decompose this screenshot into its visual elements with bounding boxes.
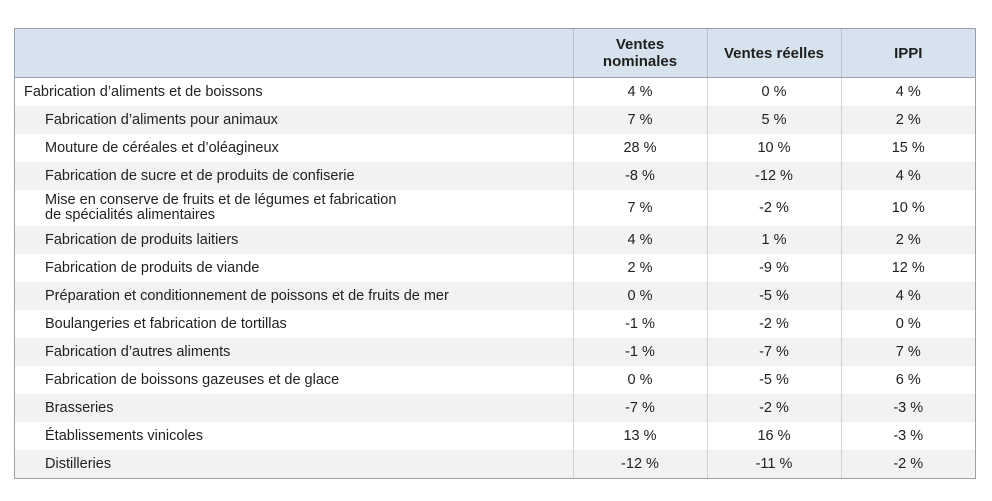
sales-table: Ventes nominales Ventes réelles IPPI Fab… (15, 29, 975, 478)
nominal-sales-cell: 4 % (572, 77, 707, 106)
real-sales-cell: -5 % (706, 366, 841, 394)
table-row: Distilleries -12 % -11 % -2 % (15, 450, 975, 478)
ippi-cell: 4 % (840, 282, 975, 310)
real-sales-cell: 5 % (706, 106, 841, 134)
data-table-container: Ventes nominales Ventes réelles IPPI Fab… (14, 28, 976, 479)
row-label: Préparation et conditionnement de poisso… (15, 282, 573, 310)
ippi-cell: 0 % (840, 310, 975, 338)
real-sales-cell: -11 % (706, 450, 841, 478)
nominal-sales-cell: 7 % (572, 190, 707, 226)
table-row: Fabrication de boissons gazeuses et de g… (15, 366, 975, 394)
table-row: Fabrication de produits de viande 2 % -9… (15, 254, 975, 282)
table-row: Fabrication d’aliments pour animaux 7 % … (15, 106, 975, 134)
row-label-line-2: de spécialités alimentaires (45, 207, 216, 223)
nominal-sales-cell: 0 % (572, 282, 707, 310)
row-label: Fabrication de produits laitiers (15, 226, 573, 254)
table-row: Mouture de céréales et d’oléagineux 28 %… (15, 134, 975, 162)
table-header: Ventes nominales Ventes réelles IPPI (15, 29, 975, 78)
nominal-sales-cell: 7 % (572, 106, 707, 134)
row-label: Mouture de céréales et d’oléagineux (15, 134, 573, 162)
ippi-cell: 10 % (840, 190, 975, 226)
real-sales-cell: -7 % (706, 338, 841, 366)
real-sales-cell: -2 % (706, 310, 841, 338)
real-sales-cell: -9 % (706, 254, 841, 282)
ippi-cell: 2 % (840, 106, 975, 134)
nominal-sales-cell: -12 % (572, 450, 707, 478)
real-sales-cell: -12 % (706, 162, 841, 190)
row-label: Fabrication d’autres aliments (15, 338, 573, 366)
header-real-sales: Ventes réelles (706, 29, 841, 78)
ippi-cell: 7 % (840, 338, 975, 366)
row-label: Fabrication de sucre et de produits de c… (15, 162, 573, 190)
header-ippi: IPPI (840, 29, 975, 78)
table-row: Fabrication de sucre et de produits de c… (15, 162, 975, 190)
nominal-sales-cell: 0 % (572, 366, 707, 394)
table-row: Boulangeries et fabrication de tortillas… (15, 310, 975, 338)
row-label: Distilleries (15, 450, 573, 478)
row-label: Brasseries (15, 394, 573, 422)
table-row: Fabrication d’aliments et de boissons 4 … (15, 77, 975, 106)
nominal-sales-cell: 2 % (572, 254, 707, 282)
table-body: Fabrication d’aliments et de boissons 4 … (15, 77, 975, 478)
nominal-sales-cell: -8 % (572, 162, 707, 190)
ippi-cell: -3 % (840, 422, 975, 450)
real-sales-cell: 0 % (706, 77, 841, 106)
nominal-sales-cell: 4 % (572, 226, 707, 254)
ippi-cell: 4 % (840, 77, 975, 106)
ippi-cell: -2 % (840, 450, 975, 478)
nominal-sales-cell: 13 % (572, 422, 707, 450)
ippi-cell: 12 % (840, 254, 975, 282)
real-sales-cell: -2 % (706, 394, 841, 422)
nominal-sales-cell: -1 % (572, 338, 707, 366)
row-label-line-1: Mise en conserve de fruits et de légumes… (45, 192, 397, 208)
table-row: Mise en conserve de fruits et de légumes… (15, 190, 975, 226)
row-label: Établissements vinicoles (15, 422, 573, 450)
row-label: Fabrication de produits de viande (15, 254, 573, 282)
table-row: Établissements vinicoles 13 % 16 % -3 % (15, 422, 975, 450)
real-sales-cell: -5 % (706, 282, 841, 310)
header-label-column (15, 29, 573, 78)
row-label: Fabrication d’aliments pour animaux (15, 106, 573, 134)
nominal-sales-cell: -7 % (572, 394, 707, 422)
table-row: Fabrication de produits laitiers 4 % 1 %… (15, 226, 975, 254)
row-label: Mise en conserve de fruits et de légumes… (15, 190, 573, 226)
ippi-cell: 4 % (840, 162, 975, 190)
nominal-sales-cell: -1 % (572, 310, 707, 338)
real-sales-cell: 1 % (706, 226, 841, 254)
ippi-cell: 2 % (840, 226, 975, 254)
table-row: Préparation et conditionnement de poisso… (15, 282, 975, 310)
table-row: Fabrication d’autres aliments -1 % -7 % … (15, 338, 975, 366)
row-label: Boulangeries et fabrication de tortillas (15, 310, 573, 338)
ippi-cell: 6 % (840, 366, 975, 394)
ippi-cell: -3 % (840, 394, 975, 422)
header-row: Ventes nominales Ventes réelles IPPI (15, 29, 975, 78)
ippi-cell: 15 % (840, 134, 975, 162)
header-nominal-sales: Ventes nominales (572, 29, 707, 78)
real-sales-cell: -2 % (706, 190, 841, 226)
nominal-sales-cell: 28 % (572, 134, 707, 162)
real-sales-cell: 16 % (706, 422, 841, 450)
row-label: Fabrication d’aliments et de boissons (15, 77, 573, 106)
real-sales-cell: 10 % (706, 134, 841, 162)
table-row: Brasseries -7 % -2 % -3 % (15, 394, 975, 422)
row-label: Fabrication de boissons gazeuses et de g… (15, 366, 573, 394)
